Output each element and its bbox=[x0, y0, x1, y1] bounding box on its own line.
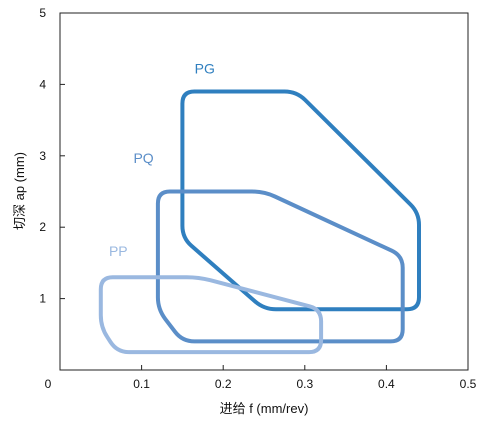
plot-frame bbox=[59, 12, 469, 371]
series-label-pp: PP bbox=[109, 243, 128, 259]
y-tick-label: 3 bbox=[39, 149, 46, 163]
series-outline-pp bbox=[98, 275, 324, 355]
x-tick-label: 0 bbox=[45, 377, 52, 391]
y-tick-label: 5 bbox=[39, 6, 46, 20]
x-tick-label: 0.5 bbox=[460, 377, 477, 391]
series-layer bbox=[98, 89, 421, 355]
x-axis-title: 进给 f (mm/rev) bbox=[220, 401, 309, 416]
y-tick-label: 2 bbox=[39, 220, 46, 234]
series-outline-pq bbox=[155, 189, 405, 344]
ticks-layer: 0 0.1 0.2 0.3 0.4 0.5 1 2 3 4 5 bbox=[39, 6, 476, 391]
x-tick-label: 0.3 bbox=[296, 377, 313, 391]
y-tick-label: 1 bbox=[39, 292, 46, 306]
y-tick-label: 4 bbox=[39, 77, 46, 91]
series-label-pq: PQ bbox=[133, 150, 153, 166]
series-label-pg: PG bbox=[195, 61, 215, 77]
x-tick-label: 0.4 bbox=[378, 377, 395, 391]
x-tick-label: 0.2 bbox=[215, 377, 232, 391]
series-outline-pg bbox=[180, 89, 421, 312]
y-axis-title: 切深 ap (mm) bbox=[12, 152, 27, 230]
x-tick-label: 0.1 bbox=[133, 377, 150, 391]
labels-layer: PG PQ PP bbox=[109, 61, 215, 259]
